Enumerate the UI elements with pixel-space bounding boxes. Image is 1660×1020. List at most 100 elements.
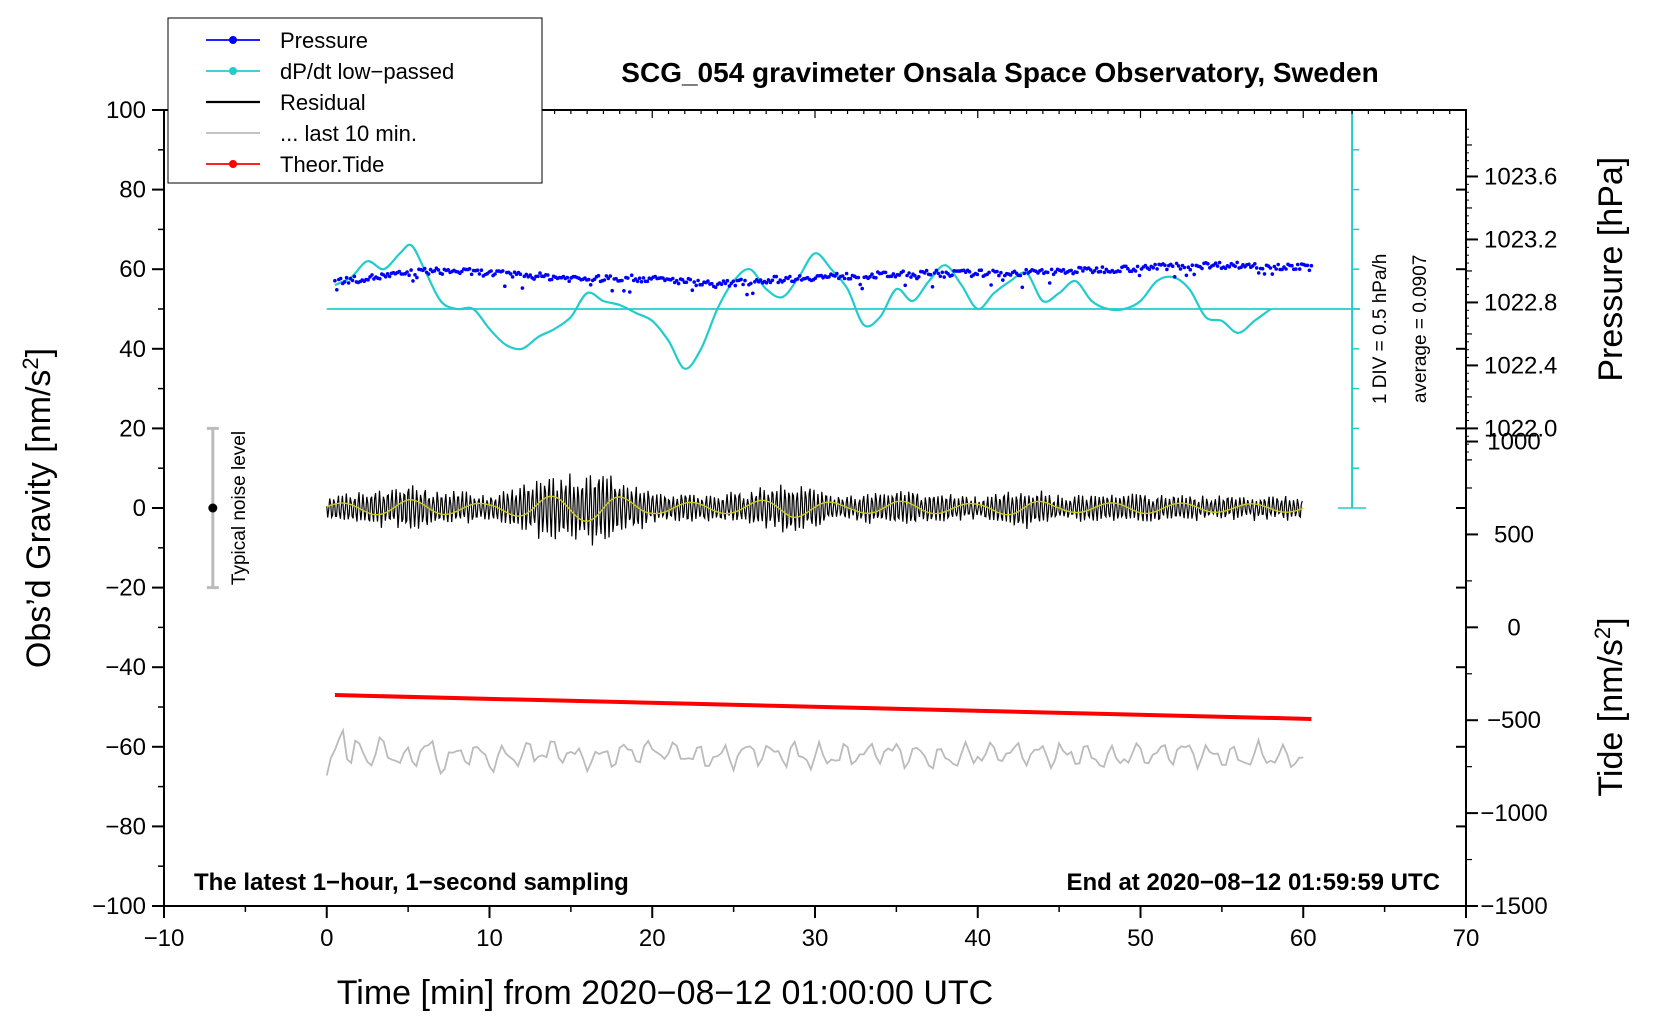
pressure-point <box>1047 281 1052 285</box>
pressure-point <box>440 272 445 276</box>
pressure-point <box>1186 265 1191 270</box>
pressure-point <box>1137 273 1142 278</box>
pressure-point <box>1215 264 1220 268</box>
pressure-point <box>727 284 732 288</box>
pressure-point <box>436 268 441 272</box>
pressure-point <box>987 270 991 275</box>
pressure-point <box>378 276 382 281</box>
y-tick-label: −100 <box>92 893 146 920</box>
pressure-point <box>1018 273 1023 278</box>
pressure-point <box>743 278 747 283</box>
plot-area-group <box>206 109 1367 776</box>
pressure-point <box>1040 268 1044 272</box>
y-tick-label: 0 <box>133 495 146 522</box>
pressure-point <box>1053 270 1058 274</box>
pressure-point <box>641 276 646 280</box>
pressure-point <box>684 280 689 285</box>
pressure-tick-label: 1023.6 <box>1484 163 1557 190</box>
pressure-point <box>1176 264 1181 268</box>
pressure-point <box>942 275 946 279</box>
pressure-point <box>901 269 905 274</box>
pressure-point <box>1295 262 1300 267</box>
y-tick-label: 80 <box>119 177 146 204</box>
tide-tick-label: −500 <box>1487 707 1541 734</box>
pressure-point <box>688 277 693 282</box>
pressure-point <box>352 274 357 279</box>
pressure-point <box>749 281 753 286</box>
pressure-point <box>501 269 505 273</box>
pressure-point <box>1165 267 1169 272</box>
pressure-point <box>508 272 513 276</box>
pressure-point <box>477 272 482 276</box>
pressure-point <box>1098 269 1103 274</box>
pressure-point <box>725 278 730 283</box>
pressure-point <box>1188 267 1193 272</box>
y-axis-title-gravity: Obs’d Gravity [nm/s2] <box>18 348 59 668</box>
pressure-point <box>1020 285 1025 290</box>
pressure-point <box>858 282 862 287</box>
pressure-point <box>856 275 861 280</box>
pressure-point <box>713 285 718 290</box>
pressure-point <box>1227 265 1232 269</box>
pressure-point <box>546 273 550 277</box>
end-time-note: End at 2020−08−12 01:59:59 UTC <box>1066 869 1440 896</box>
pressure-point <box>1262 272 1267 276</box>
pressure-point <box>604 274 609 278</box>
pressure-point <box>680 277 685 282</box>
pressure-point <box>383 274 388 279</box>
pressure-point <box>995 269 999 274</box>
pressure-point <box>797 274 802 278</box>
pressure-point <box>674 278 679 283</box>
pressure-point <box>1290 263 1294 268</box>
pressure-point <box>1309 263 1314 268</box>
pressure-point <box>610 288 614 293</box>
y-axis-title-tide: Tide [nm/s2] <box>1590 617 1631 796</box>
pressure-point <box>924 268 929 273</box>
pressure-series <box>333 260 1314 297</box>
pressure-point <box>493 272 497 276</box>
pressure-tick-label: 1022.0 <box>1484 415 1557 442</box>
pressure-point <box>917 275 921 279</box>
dpdt-series <box>334 243 1272 370</box>
pressure-point <box>979 268 984 273</box>
pressure-point <box>782 278 786 283</box>
pressure-point <box>1223 266 1228 271</box>
pressure-point <box>676 281 681 286</box>
pressure-point <box>549 277 554 282</box>
pressure-tick-label: 1023.2 <box>1484 226 1557 253</box>
pressure-point <box>1274 267 1278 271</box>
pressure-point <box>741 282 745 287</box>
pressure-point <box>1081 269 1085 273</box>
pressure-point <box>422 266 427 271</box>
pressure-point <box>997 273 1001 278</box>
pressure-point <box>411 279 415 283</box>
pressure-point <box>385 272 390 276</box>
x-tick-label: 30 <box>802 925 829 952</box>
legend: Pressure dP/dt low−passed Residual ... last… <box>167 17 543 184</box>
pressure-point <box>587 277 591 282</box>
pressure-point <box>690 288 695 293</box>
pressure-point <box>1182 265 1187 270</box>
y-tick-label: −20 <box>105 575 146 602</box>
pressure-point <box>967 270 972 274</box>
pressure-point <box>620 278 624 283</box>
pressure-point <box>930 285 935 289</box>
pressure-point <box>1102 270 1107 275</box>
pressure-point <box>510 275 515 279</box>
pressure-point <box>524 272 529 277</box>
pressure-point <box>1268 266 1273 270</box>
residual-series <box>326 473 1303 546</box>
x-tick-label: 60 <box>1290 925 1317 952</box>
pressure-point <box>409 268 413 272</box>
pressure-point <box>1307 268 1312 273</box>
pressure-point <box>1297 267 1302 271</box>
pressure-point <box>1045 270 1050 275</box>
pressure-point <box>833 274 837 278</box>
pressure-point <box>1276 262 1280 267</box>
pressure-point <box>710 281 714 286</box>
tide-tick-label: 0 <box>1507 614 1520 641</box>
pressure-point <box>733 283 738 288</box>
pressure-point <box>795 277 800 281</box>
legend-swatch-marker <box>229 160 237 168</box>
pressure-point <box>758 278 763 282</box>
